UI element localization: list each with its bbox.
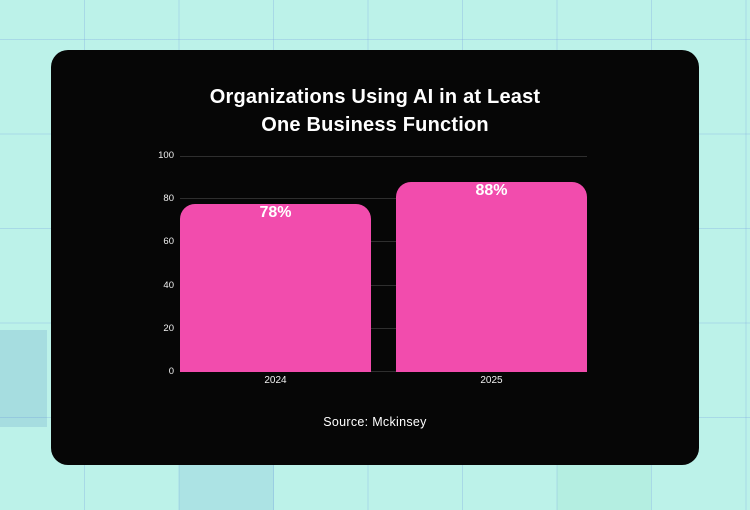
gridline-0 bbox=[180, 371, 587, 372]
source-caption: Source: Mckinsey bbox=[323, 415, 427, 429]
chart-title-line-2: One Business Function bbox=[261, 114, 489, 136]
gridline-40 bbox=[180, 285, 587, 286]
y-tick-label-20: 20 bbox=[163, 322, 174, 334]
x-tick-label-2025: 2025 bbox=[480, 375, 503, 386]
gridline-20 bbox=[180, 328, 587, 329]
x-tick-label-2024: 2024 bbox=[264, 375, 287, 386]
gridline-80 bbox=[180, 198, 587, 199]
y-tick-label-0: 0 bbox=[168, 366, 174, 377]
y-axis: 0 20 40 60 80 100 bbox=[134, 50, 174, 465]
bar-value-label-2025: 88% bbox=[475, 181, 508, 199]
chart-title: Organizations Using AI in at Least One B… bbox=[51, 83, 699, 139]
gridline-60 bbox=[180, 241, 587, 242]
y-tick-label-80: 80 bbox=[163, 193, 174, 205]
chart-title-line-1: Organizations Using AI in at Least bbox=[209, 86, 541, 108]
y-tick-label-40: 40 bbox=[163, 279, 174, 291]
bar-2024: 78% bbox=[180, 203, 371, 372]
bar-2025: 88% bbox=[396, 181, 587, 372]
y-tick-label-60: 60 bbox=[163, 236, 174, 248]
y-tick-label-100: 100 bbox=[158, 150, 174, 161]
plot-area: 78% 88% bbox=[180, 156, 587, 372]
chart-card: Organizations Using AI in at Least One B… bbox=[51, 50, 699, 465]
bar-value-label-2024: 78% bbox=[259, 203, 292, 221]
background-tile-blue-left bbox=[0, 330, 47, 427]
gridline-100 bbox=[180, 156, 587, 157]
